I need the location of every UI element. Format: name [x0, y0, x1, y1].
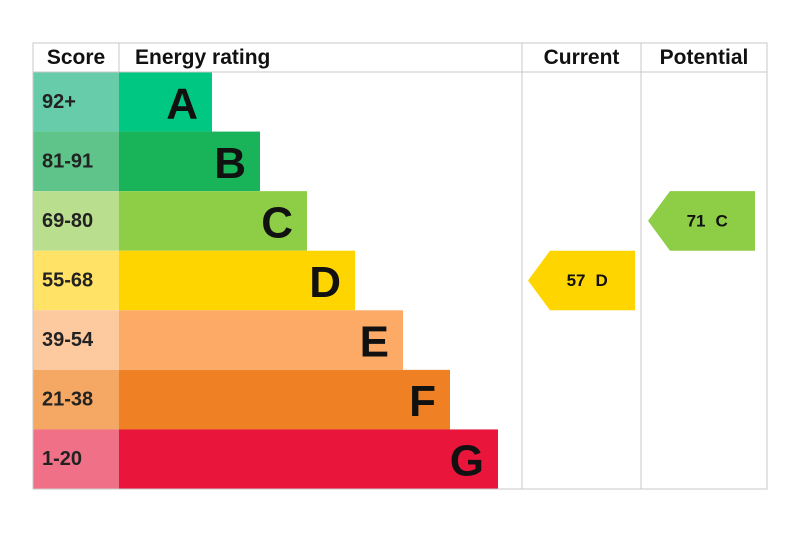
- score-band: 21-38: [42, 389, 93, 411]
- header-score: Score: [47, 46, 105, 69]
- score-band: 81-91: [42, 150, 93, 172]
- rating-letter: F: [409, 377, 436, 426]
- potential-score: 71: [687, 211, 706, 230]
- rating-letter: D: [309, 258, 341, 307]
- rating-letter: C: [261, 198, 293, 247]
- rating-bar: [119, 250, 355, 311]
- score-cell: [33, 131, 119, 192]
- rating-letter: G: [450, 437, 484, 486]
- score-band: 39-54: [42, 329, 94, 351]
- score-band: 1-20: [42, 448, 82, 470]
- rating-bar: [119, 131, 260, 192]
- score-band: 69-80: [42, 210, 93, 232]
- current-rating: D: [596, 271, 608, 290]
- score-cell: [33, 429, 119, 489]
- current-score: 57: [567, 271, 586, 290]
- score-cell: [33, 72, 119, 132]
- rating-bar: [119, 310, 403, 370]
- rating-bar: [119, 429, 498, 489]
- score-cell: [33, 250, 119, 311]
- rating-bar: [119, 369, 450, 430]
- header-current: Current: [544, 46, 620, 69]
- table-border: [32, 42, 768, 490]
- potential-rating: C: [716, 211, 728, 230]
- rating-bar: [119, 72, 212, 132]
- rating-letter: E: [360, 318, 389, 367]
- score-cell: [33, 369, 119, 430]
- score-band: 92+: [42, 91, 76, 113]
- rating-bar: [119, 191, 307, 251]
- current-arrow: [528, 250, 635, 311]
- potential-arrow: [648, 191, 755, 251]
- score-band: 55-68: [42, 270, 93, 292]
- header-potential: Potential: [660, 46, 749, 69]
- rating-letter: B: [214, 139, 246, 188]
- score-cell: [33, 310, 119, 370]
- score-cell: [33, 191, 119, 251]
- header-rating: Energy rating: [135, 46, 270, 69]
- rating-letter: A: [166, 79, 198, 128]
